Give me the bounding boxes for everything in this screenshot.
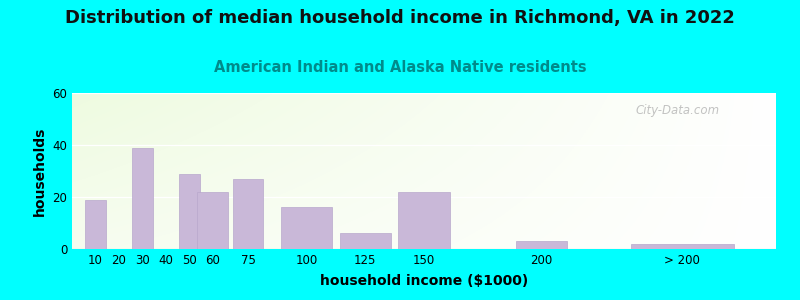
Bar	[179, 174, 200, 249]
Bar	[630, 244, 734, 249]
Bar	[132, 148, 153, 249]
Bar	[233, 179, 263, 249]
Bar	[515, 241, 567, 249]
Bar	[398, 192, 450, 249]
Bar	[85, 200, 106, 249]
Y-axis label: households: households	[33, 126, 46, 216]
Bar	[198, 192, 228, 249]
Text: American Indian and Alaska Native residents: American Indian and Alaska Native reside…	[214, 60, 586, 75]
Bar	[281, 207, 333, 249]
Text: Distribution of median household income in Richmond, VA in 2022: Distribution of median household income …	[65, 9, 735, 27]
Text: City-Data.com: City-Data.com	[635, 104, 719, 117]
Bar	[339, 233, 391, 249]
X-axis label: household income ($1000): household income ($1000)	[320, 274, 528, 288]
